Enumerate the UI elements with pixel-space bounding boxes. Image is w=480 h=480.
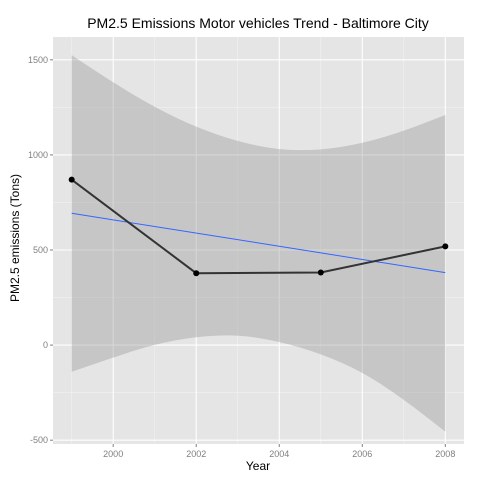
series-line bbox=[71, 178, 446, 275]
data-point bbox=[68, 176, 75, 183]
x-tick-label: 2000 bbox=[103, 449, 123, 459]
grid-minor bbox=[53, 37, 464, 444]
data-point bbox=[193, 270, 200, 277]
data-point bbox=[317, 269, 324, 276]
y-tick-label: 0 bbox=[43, 340, 48, 350]
y-tick-label: 1000 bbox=[28, 150, 48, 160]
x-tick-label: 2002 bbox=[186, 449, 206, 459]
grid-major bbox=[53, 37, 464, 444]
chart-title: PM2.5 Emissions Motor vehicles Trend - B… bbox=[87, 15, 429, 31]
y-tick-label: 1500 bbox=[28, 55, 48, 65]
x-tick-label: 2008 bbox=[435, 449, 455, 459]
y-axis-title: PM2.5 emissions (Tons) bbox=[8, 174, 22, 302]
x-axis-ticks: 2000 2002 2004 2006 2008 bbox=[103, 444, 455, 459]
data-point bbox=[442, 243, 449, 250]
y-tick-label: 500 bbox=[33, 245, 48, 255]
y-tick-label: -500 bbox=[30, 435, 48, 445]
x-tick-label: 2006 bbox=[352, 449, 372, 459]
plot-panel bbox=[53, 37, 464, 444]
data-points bbox=[68, 176, 449, 277]
y-axis-ticks: -500 0 500 1000 1500 bbox=[28, 55, 53, 445]
regression-line bbox=[71, 212, 446, 274]
x-axis-title: Year bbox=[246, 459, 270, 473]
x-tick-label: 2004 bbox=[269, 449, 289, 459]
